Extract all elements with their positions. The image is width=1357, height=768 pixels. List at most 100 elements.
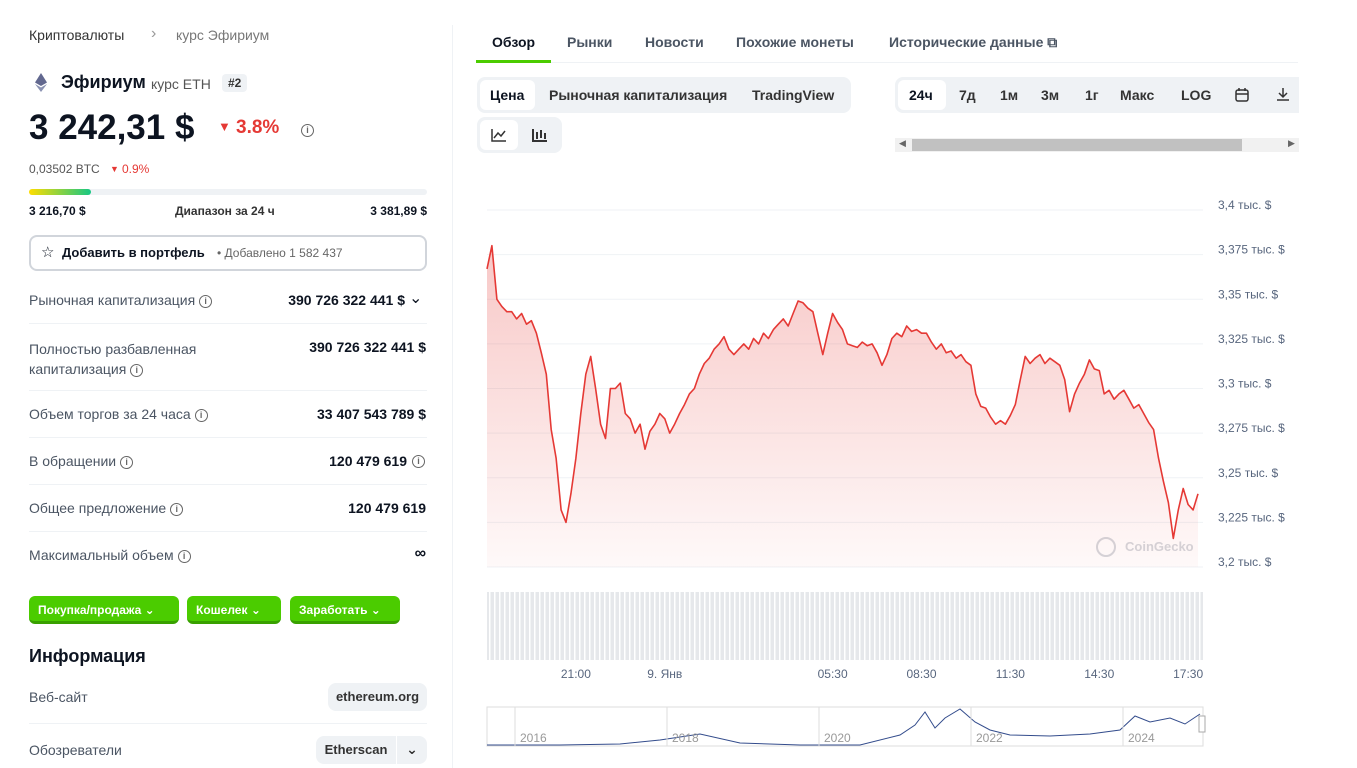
- tab[interactable]: Исторические данные ⧉: [889, 34, 1058, 50]
- price-change: 3.8%: [236, 117, 280, 138]
- chart-tab[interactable]: Цена: [490, 87, 525, 103]
- range-button[interactable]: 7д: [959, 87, 976, 103]
- range-bar: [29, 189, 427, 195]
- chevron[interactable]: ⌄: [409, 290, 423, 307]
- calendar-icon[interactable]: [1235, 88, 1249, 102]
- range-button[interactable]: LOG: [1181, 87, 1212, 103]
- x-tick-label: 05:30: [818, 667, 848, 681]
- line-icon: [491, 129, 506, 142]
- star-icon: ☆: [41, 244, 55, 261]
- tab[interactable]: Обзор: [492, 34, 536, 50]
- button-label: Заработать: [299, 603, 368, 617]
- button-label: Покупка/продажа: [38, 603, 142, 617]
- stat-label: Общее предложение i: [29, 500, 184, 516]
- y-tick-label: 3,25 тыс. $: [1218, 466, 1278, 480]
- earn-button[interactable]: Заработать ⌄: [290, 596, 400, 624]
- info-icon[interactable]: i: [297, 121, 314, 139]
- navigator-year: 2024: [1128, 731, 1155, 745]
- x-tick-label: 08:30: [906, 667, 936, 681]
- price-area: [487, 245, 1198, 567]
- x-tick-label: 14:30: [1084, 667, 1114, 681]
- stat-label-text: Рыночная капитализация: [29, 292, 196, 308]
- y-tick-label: 3,2 тыс. $: [1218, 555, 1272, 569]
- button-label: Кошелек: [196, 603, 248, 617]
- active-chart-tab: [480, 80, 535, 110]
- breadcrumb[interactable]: Криптовалюты: [29, 27, 125, 43]
- chart-tab-group: [477, 77, 851, 113]
- divider: [452, 25, 453, 768]
- x-tick-label: 9. Янв: [647, 667, 682, 681]
- down-arrow: ▼: [218, 119, 231, 134]
- y-tick-label: 3,275 тыс. $: [1218, 421, 1285, 435]
- scroll-left[interactable]: ◀: [899, 138, 906, 148]
- candle-icon[interactable]: [532, 128, 548, 142]
- info-label: Обозреватели: [29, 742, 122, 758]
- navigator-year: 2018: [672, 731, 699, 745]
- range-high: 3 381,89 $: [370, 204, 427, 218]
- navigator-year: 2022: [976, 731, 1003, 745]
- volume-bars: [487, 592, 1203, 660]
- coin-rank: #2: [222, 74, 248, 92]
- stat-label: В обращении i: [29, 453, 134, 469]
- stat-label: Рыночная капитализация i: [29, 292, 213, 308]
- tab[interactable]: Рынки: [567, 34, 613, 50]
- range-fill: [29, 189, 91, 195]
- range-button[interactable]: 1г: [1085, 87, 1099, 103]
- tabs-border: [476, 62, 1298, 63]
- stat-label-text: В обращении: [29, 453, 117, 469]
- range-button[interactable]: 1м: [1000, 87, 1019, 103]
- tab-label: Исторические данные: [889, 34, 1044, 50]
- navigator-handle[interactable]: [1198, 715, 1206, 733]
- stat-label-text: Полностью разбавленная капитализация: [29, 341, 197, 377]
- active-range: [898, 80, 946, 110]
- tab[interactable]: Похожие монеты: [736, 34, 854, 50]
- y-tick-label: 3,225 тыс. $: [1218, 510, 1285, 524]
- down-arrow: ▼: [110, 164, 119, 174]
- buy-sell-button[interactable]: Покупка/продажа ⌄: [29, 596, 179, 624]
- explorer-dropdown[interactable]: ⌄: [397, 736, 427, 764]
- stat-value: 120 479 619: [329, 453, 407, 469]
- chart-tab[interactable]: Рыночная капитализация: [549, 87, 728, 103]
- x-tick-label: 21:00: [561, 667, 591, 681]
- y-tick-label: 3,4 тыс. $: [1218, 198, 1272, 212]
- info-icon[interactable]: i: [412, 455, 425, 468]
- separator: [29, 390, 427, 391]
- separator: [29, 723, 427, 724]
- portfolio-count: • Добавлено 1 582 437: [217, 246, 343, 260]
- coin-name: Эфириум: [61, 72, 146, 92]
- navigator-year: 2020: [824, 731, 851, 745]
- range-button[interactable]: Макс: [1120, 87, 1155, 103]
- website-link[interactable]: ethereum.org: [328, 683, 427, 711]
- separator: [29, 484, 427, 485]
- chart-tab[interactable]: TradingView: [752, 87, 835, 103]
- scrollbar-thumb[interactable]: [912, 139, 1242, 151]
- range-button[interactable]: 3м: [1041, 87, 1060, 103]
- separator: [29, 437, 427, 438]
- explorer-link[interactable]: Etherscan: [316, 736, 396, 764]
- stat-label-text: Общее предложение: [29, 500, 167, 516]
- download-icon[interactable]: [1276, 87, 1290, 102]
- navigator-line: [487, 708, 1201, 746]
- range-group: [895, 77, 1299, 113]
- y-tick-label: 3,325 тыс. $: [1218, 332, 1285, 346]
- breadcrumb[interactable]: курс Эфириум: [176, 27, 270, 43]
- stat-label: Объем торгов за 24 часа i: [29, 406, 208, 422]
- portfolio-button[interactable]: [29, 235, 427, 271]
- x-tick-label: 17:30: [1173, 667, 1203, 681]
- navigator-year: 2016: [520, 731, 547, 745]
- portfolio-label: Добавить в портфель: [62, 245, 205, 260]
- stat-label-text: Объем торгов за 24 часа: [29, 406, 191, 422]
- y-tick-label: 3,3 тыс. $: [1218, 377, 1272, 391]
- stat-value: 33 407 543 789 $: [317, 406, 426, 422]
- range-button[interactable]: 24ч: [909, 87, 933, 103]
- scroll-right[interactable]: ▶: [1288, 138, 1295, 148]
- wallet-button[interactable]: Кошелек ⌄: [187, 596, 281, 624]
- info-title: Информация: [29, 646, 146, 666]
- tab[interactable]: Новости: [645, 34, 704, 50]
- active-tab-indicator: [476, 60, 551, 63]
- stat-label: Полностью разбавленная капитализация i: [29, 341, 197, 377]
- stat-value: 390 726 322 441 $: [309, 339, 426, 355]
- separator: [29, 323, 427, 324]
